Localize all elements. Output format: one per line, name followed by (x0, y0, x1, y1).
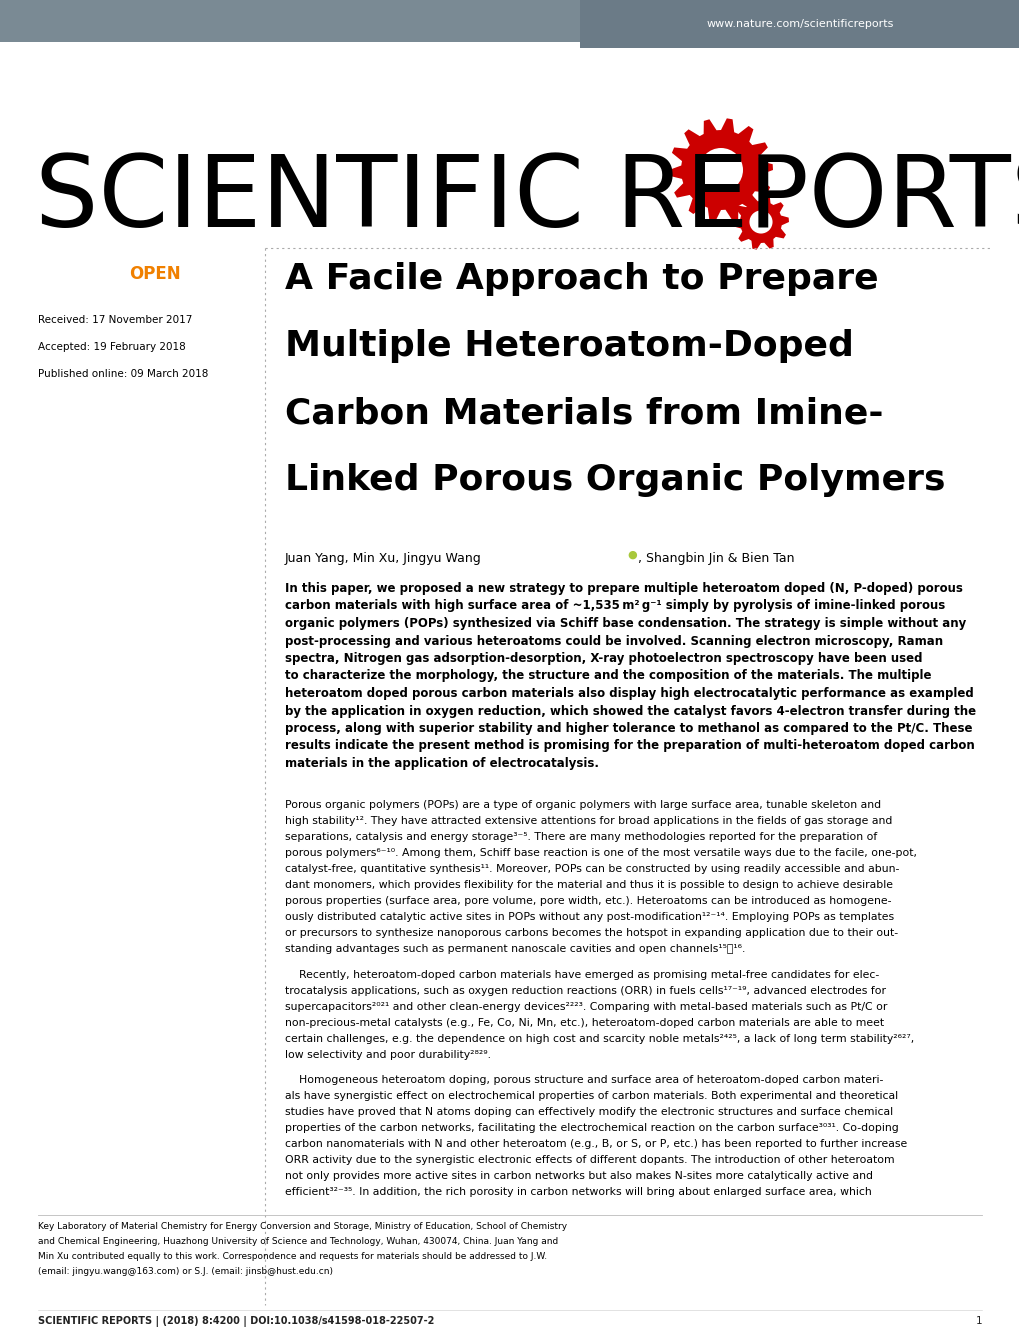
Text: SCIENTIFIC REPORTS | (2018) 8:4200 | DOI:10.1038/s41598-018-22507-2: SCIENTIFIC REPORTS | (2018) 8:4200 | DOI… (38, 1316, 434, 1327)
Text: high stability¹². They have attracted extensive attentions for broad application: high stability¹². They have attracted ex… (284, 816, 892, 825)
Text: trocatalysis applications, such as oxygen reduction reactions (ORR) in fuels cel: trocatalysis applications, such as oxyge… (284, 986, 886, 996)
Bar (580, 0, 1019, 48)
Text: OPEN: OPEN (129, 265, 180, 283)
Text: ously distributed catalytic active sites in POPs without any post-modification¹²: ously distributed catalytic active sites… (284, 913, 894, 922)
Text: properties of the carbon networks, facilitating the electrochemical reaction on : properties of the carbon networks, facil… (284, 1123, 898, 1134)
Text: porous polymers⁶⁻¹⁰. Among them, Schiff base reaction is one of the most versati: porous polymers⁶⁻¹⁰. Among them, Schiff … (284, 848, 916, 858)
Text: standing advantages such as permanent nanoscale cavities and open channels¹⁵Ⱍ¹⁶.: standing advantages such as permanent na… (284, 943, 745, 954)
Text: Accepted: 19 February 2018: Accepted: 19 February 2018 (38, 342, 185, 352)
Text: organic polymers (POPs) synthesized via Schiff base condensation. The strategy i: organic polymers (POPs) synthesized via … (284, 616, 965, 630)
Text: Key Laboratory of Material Chemistry for Energy Conversion and Storage, Ministry: Key Laboratory of Material Chemistry for… (38, 1222, 567, 1231)
Text: by the application in oxygen reduction, which showed the catalyst favors 4-elect: by the application in oxygen reduction, … (284, 705, 975, 717)
Text: Min Xu contributed equally to this work. Correspondence and requests for materia: Min Xu contributed equally to this work.… (38, 1252, 546, 1261)
Text: post-processing and various heteroatoms could be involved. Scanning electron mic: post-processing and various heteroatoms … (284, 635, 943, 647)
Text: dant monomers, which provides flexibility for the material and thus it is possib: dant monomers, which provides flexibilit… (284, 880, 892, 890)
Polygon shape (668, 118, 772, 221)
Text: ORR activity due to the synergistic electronic effects of different dopants. The: ORR activity due to the synergistic elec… (284, 1155, 894, 1164)
Text: Recently, heteroatom-doped carbon materials have emerged as promising metal-free: Recently, heteroatom-doped carbon materi… (284, 970, 878, 980)
Text: heteroatom doped porous carbon materials also display high electrocatalytic perf: heteroatom doped porous carbon materials… (284, 687, 973, 699)
Text: supercapacitors²⁰²¹ and other clean-energy devices²²²³. Comparing with metal-bas: supercapacitors²⁰²¹ and other clean-ener… (284, 1002, 887, 1012)
Text: results indicate the present method is promising for the preparation of multi-he: results indicate the present method is p… (284, 740, 974, 753)
Text: carbon nanomaterials with N and other heteroatom (e.g., B, or S, or P, etc.) has: carbon nanomaterials with N and other he… (284, 1139, 906, 1148)
Text: Linked Porous Organic Polymers: Linked Porous Organic Polymers (284, 464, 945, 497)
Circle shape (749, 210, 771, 233)
Text: , Shangbin Jin & Bien Tan: , Shangbin Jin & Bien Tan (637, 552, 794, 565)
Text: to characterize the morphology, the structure and the composition of the materia: to characterize the morphology, the stru… (284, 670, 930, 682)
Polygon shape (733, 194, 789, 249)
Text: Porous organic polymers (POPs) are a type of organic polymers with large surface: Porous organic polymers (POPs) are a typ… (284, 800, 880, 809)
Text: Published online: 09 March 2018: Published online: 09 March 2018 (38, 369, 208, 379)
Text: and Chemical Engineering, Huazhong University of Science and Technology, Wuhan, : and Chemical Engineering, Huazhong Unive… (38, 1237, 557, 1246)
Text: Homogeneous heteroatom doping, porous structure and surface area of heteroatom-d: Homogeneous heteroatom doping, porous st… (284, 1075, 882, 1085)
Text: (email: jingyu.wang@163.com) or S.J. (email: jinsb@hust.edu.cn): (email: jingyu.wang@163.com) or S.J. (em… (38, 1268, 332, 1276)
Text: efficient³²⁻³⁵. In addition, the rich porosity in carbon networks will bring abo: efficient³²⁻³⁵. In addition, the rich po… (284, 1187, 871, 1197)
Text: Carbon Materials from Imine-: Carbon Materials from Imine- (284, 397, 882, 430)
Text: Multiple Heteroatom-Doped: Multiple Heteroatom-Doped (284, 330, 853, 363)
Text: low selectivity and poor durability²⁸²⁹.: low selectivity and poor durability²⁸²⁹. (284, 1051, 490, 1060)
Text: materials in the application of electrocatalysis.: materials in the application of electroc… (284, 757, 598, 770)
Text: Received: 17 November 2017: Received: 17 November 2017 (38, 315, 193, 326)
Text: carbon materials with high surface area of ~1,535 m² g⁻¹ simply by pyrolysis of : carbon materials with high surface area … (284, 599, 945, 612)
Text: ●: ● (627, 549, 636, 560)
Text: In this paper, we proposed a new strategy to prepare multiple heteroatom doped (: In this paper, we proposed a new strateg… (284, 582, 962, 595)
Text: Juan Yang, Min Xu, Jingyu Wang: Juan Yang, Min Xu, Jingyu Wang (284, 552, 481, 565)
Circle shape (698, 147, 742, 192)
Text: studies have proved that N atoms doping can effectively modify the electronic st: studies have proved that N atoms doping … (284, 1107, 893, 1118)
Text: SCIENTIFIC REPORTS: SCIENTIFIC REPORTS (35, 151, 1019, 248)
Text: 1: 1 (974, 1316, 981, 1327)
Text: non-precious-metal catalysts (e.g., Fe, Co, Ni, Mn, etc.), heteroatom-doped carb: non-precious-metal catalysts (e.g., Fe, … (284, 1018, 883, 1028)
Bar (0, 0, 1019, 42)
Text: porous properties (surface area, pore volume, pore width, etc.). Heteroatoms can: porous properties (surface area, pore vo… (284, 896, 891, 906)
Text: www.nature.com/scientificreports: www.nature.com/scientificreports (705, 19, 893, 29)
Text: not only provides more active sites in carbon networks but also makes N-sites mo: not only provides more active sites in c… (284, 1171, 872, 1181)
Text: process, along with superior stability and higher tolerance to methanol as compa: process, along with superior stability a… (284, 722, 971, 736)
Text: or precursors to synthesize nanoporous carbons becomes the hotspot in expanding : or precursors to synthesize nanoporous c… (284, 929, 898, 938)
Text: als have synergistic effect on electrochemical properties of carbon materials. B: als have synergistic effect on electroch… (284, 1091, 898, 1101)
Text: certain challenges, e.g. the dependence on high cost and scarcity noble metals²⁴: certain challenges, e.g. the dependence … (284, 1034, 913, 1044)
Text: separations, catalysis and energy storage³⁻⁵. There are many methodologies repor: separations, catalysis and energy storag… (284, 832, 876, 842)
Text: spectra, Nitrogen gas adsorption-desorption, X-ray photoelectron spectroscopy ha: spectra, Nitrogen gas adsorption-desorpt… (284, 653, 921, 665)
Text: A Facile Approach to Prepare: A Facile Approach to Prepare (284, 263, 877, 296)
Text: catalyst-free, quantitative synthesis¹¹. Moreover, POPs can be constructed by us: catalyst-free, quantitative synthesis¹¹.… (284, 864, 899, 874)
